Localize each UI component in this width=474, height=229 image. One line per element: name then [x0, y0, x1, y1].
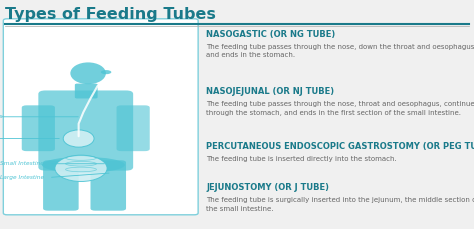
- Ellipse shape: [55, 155, 107, 181]
- Text: Oesophagus: Oesophagus: [0, 114, 4, 119]
- FancyBboxPatch shape: [22, 105, 55, 151]
- Text: The feeding tube is inserted directly into the stomach.: The feeding tube is inserted directly in…: [206, 156, 397, 162]
- FancyBboxPatch shape: [117, 105, 150, 151]
- Text: Types of Feeding Tubes: Types of Feeding Tubes: [5, 7, 216, 22]
- Ellipse shape: [63, 130, 94, 147]
- Text: JEJUNOSTOMY (OR J TUBE): JEJUNOSTOMY (OR J TUBE): [206, 183, 329, 192]
- Text: The feeding tube passes through the nose, throat and oesophagus, continues
throu: The feeding tube passes through the nose…: [206, 101, 474, 116]
- Text: NASOJEJUNAL (OR NJ TUBE): NASOJEJUNAL (OR NJ TUBE): [206, 87, 334, 96]
- Text: NASOGASTIC (OR NG TUBE): NASOGASTIC (OR NG TUBE): [206, 30, 336, 39]
- FancyBboxPatch shape: [3, 19, 198, 215]
- Ellipse shape: [70, 63, 106, 84]
- Ellipse shape: [42, 157, 125, 173]
- FancyBboxPatch shape: [38, 90, 133, 171]
- Text: PERCUTANEOUS ENDOSCOPIC GASTROSTOMY (OR PEG TUBE): PERCUTANEOUS ENDOSCOPIC GASTROSTOMY (OR …: [206, 142, 474, 151]
- Text: The feeding tube passes through the nose, down the throat and oesophagus
and end: The feeding tube passes through the nose…: [206, 44, 474, 58]
- Text: Large Intestine: Large Intestine: [0, 175, 45, 180]
- Ellipse shape: [101, 70, 111, 74]
- FancyBboxPatch shape: [91, 160, 126, 211]
- FancyBboxPatch shape: [43, 160, 79, 211]
- Text: Small Intestine: Small Intestine: [0, 161, 44, 166]
- FancyBboxPatch shape: [75, 84, 98, 98]
- Text: The feeding tube is surgically inserted into the jejunum, the middle section of
: The feeding tube is surgically inserted …: [206, 197, 474, 212]
